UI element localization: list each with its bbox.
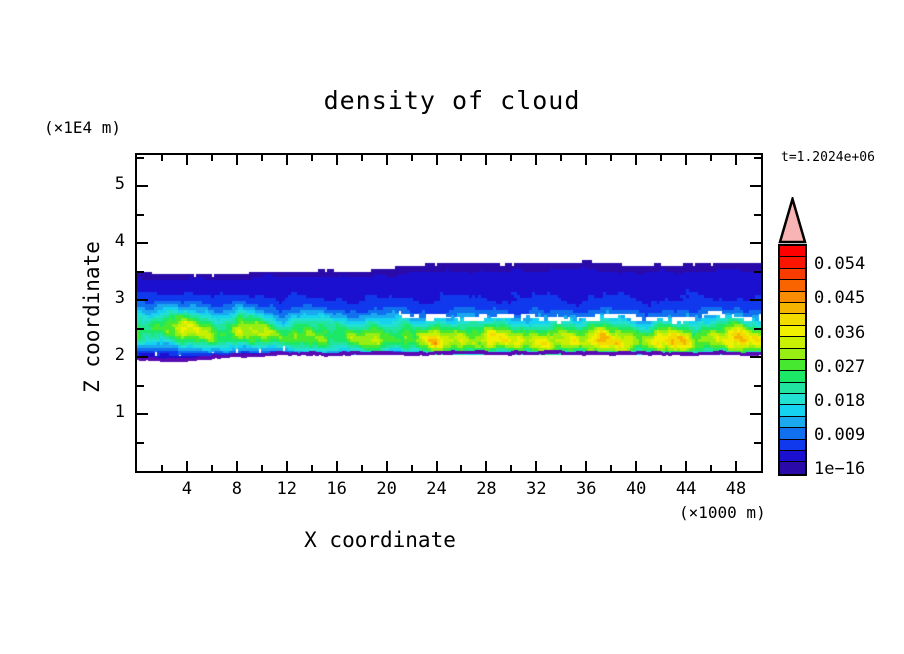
colorbar-band [780,257,805,269]
colorbar-band [780,451,805,463]
colorbar-tick-label: 0.045 [814,288,866,309]
colorbar-band [780,325,805,338]
colorbar-band [780,428,805,440]
colorbar-band [780,348,805,360]
x-tick-label: 4 [181,479,193,499]
colorbar-band [780,337,805,349]
colorbar-band [780,394,805,406]
x-tick-label: 44 [675,479,697,499]
colorbar-band [780,302,805,315]
colorbar-band [780,291,805,303]
y-tick-label: 5 [114,174,125,195]
colorbar-tick-label: 0.054 [814,254,866,275]
colorbar-band [780,382,805,395]
colorbar-band [780,371,805,383]
colorbar-band [780,359,805,372]
colorbar-band [780,416,805,429]
colorbar-band [780,314,805,326]
colorbar-band [780,268,805,281]
colorbar-band [780,462,805,474]
x-tick-label: 36 [576,479,597,499]
x-tick-label: 40 [625,479,647,499]
x-tick-label: 32 [526,479,547,499]
x-axis-units-label: (×1000 m) [679,503,766,522]
x-tick-label: 20 [376,479,397,499]
x-tick-label: 24 [426,479,447,499]
colorbar-bands [778,244,807,476]
colorbar-band [780,280,805,292]
x-tick-label: 16 [326,479,347,499]
colorbar-tick-label: 0.018 [814,390,866,411]
time-annotation: t=1.2024e+06 [781,150,875,165]
x-tick-label: 28 [476,479,497,499]
x-tick-label: 12 [276,479,297,499]
y-axis-units-label: (×1E4 m) [44,118,122,137]
plot-area [135,153,763,473]
x-tick-label: 48 [725,479,747,499]
contour-field [137,155,761,471]
colorbar-band [780,405,805,417]
colorbar-tick-label: 0.009 [814,425,866,446]
colorbar-tick-label: 1e−16 [814,459,866,480]
page-title: density of cloud [323,86,581,115]
colorbar-overflow-arrow-icon [778,197,807,244]
colorbar-tick-label: 0.036 [814,322,866,343]
y-axis-title: Z coordinate [80,241,104,393]
x-tick-label: 8 [231,479,242,499]
x-axis-title: X coordinate [304,528,456,552]
colorbar-band [780,439,805,452]
colorbar-tick-label: 0.027 [814,356,866,377]
colorbar-band [780,246,805,258]
